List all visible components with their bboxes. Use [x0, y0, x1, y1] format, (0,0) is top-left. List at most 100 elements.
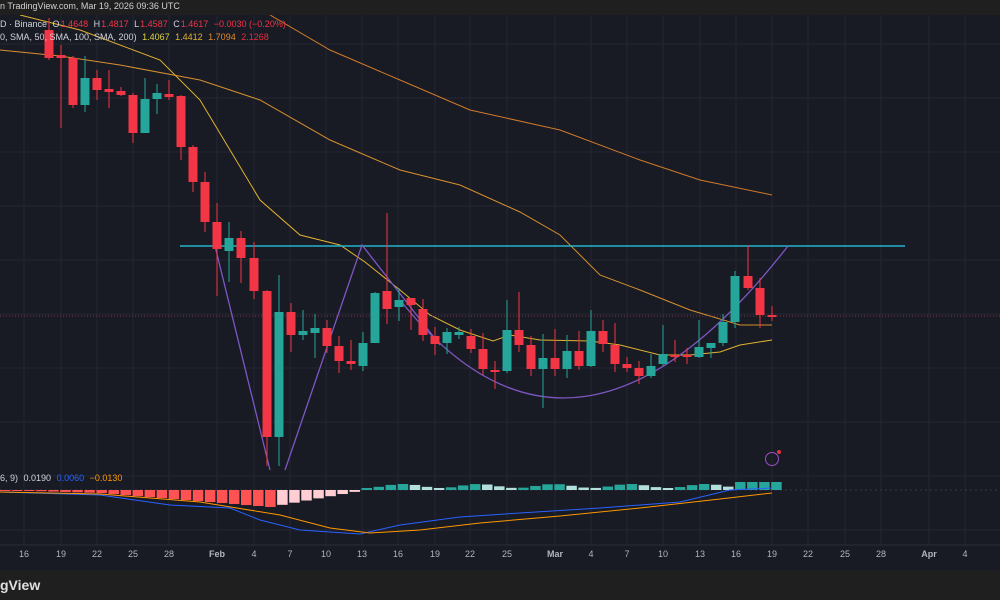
macd-histogram-bar — [518, 487, 529, 490]
macd-histogram-bar — [409, 484, 421, 490]
high-value: 1.4817 — [101, 19, 129, 29]
candle-body — [694, 347, 704, 357]
time-axis-label: 4 — [962, 549, 968, 559]
candle-body — [418, 309, 428, 335]
macd-histogram-bar — [337, 490, 348, 495]
macd-histogram-bar — [626, 484, 638, 490]
candle-body — [514, 330, 524, 345]
cup-curve — [399, 245, 789, 399]
macd-histogram-bar — [132, 490, 144, 497]
candle-body — [104, 89, 114, 92]
time-axis-label: 16 — [18, 549, 30, 559]
macd-histogram-bar — [0, 490, 11, 491]
macd-histogram-value: 0.0190 — [23, 473, 52, 483]
sma-value-1: 1.4067 — [142, 32, 170, 42]
time-axis-label: 22 — [91, 549, 103, 559]
macd-histogram-bar — [698, 484, 710, 490]
macd-histogram-bar — [457, 485, 469, 490]
time-axis-label: 4 — [588, 549, 594, 559]
macd-histogram-bar — [301, 490, 312, 501]
candle-body — [634, 368, 644, 376]
macd-histogram-bar — [48, 490, 59, 492]
time-axis-label: 13 — [356, 549, 368, 559]
macd-params: 6, 9) — [0, 473, 19, 483]
candle-body — [152, 93, 162, 99]
macd-line — [0, 487, 773, 535]
ohlc-legend: D · Binance O1.4648 H1.4817 L1.4587 C1.4… — [0, 19, 286, 29]
macd-histogram-bar — [96, 490, 107, 494]
time-axis-label: 25 — [839, 549, 851, 559]
candle-body — [249, 258, 259, 291]
macd-histogram-bar — [168, 490, 180, 500]
time-axis-label: 16 — [730, 549, 742, 559]
time-axis-label: 28 — [875, 549, 887, 559]
close-value: 1.4617 — [180, 19, 209, 29]
time-axis-label: Feb — [208, 549, 226, 559]
time-axis-label: 28 — [163, 549, 175, 559]
macd-histogram-bar — [578, 487, 589, 490]
candle-body — [310, 328, 320, 333]
macd-histogram-bar — [325, 490, 336, 497]
chart-area[interactable]: D · Binance O1.4648 H1.4817 L1.4587 C1.4… — [0, 15, 1000, 570]
macd-histogram-bar — [686, 485, 698, 490]
candle-body — [394, 300, 404, 307]
time-axis-label: 7 — [287, 549, 293, 559]
candle-body — [80, 78, 90, 105]
macd-histogram-bar — [24, 490, 35, 491]
candle-body — [538, 358, 548, 369]
time-axis-label: 16 — [392, 549, 404, 559]
signal-line — [0, 491, 773, 534]
candle-body — [682, 355, 692, 357]
candle-body — [454, 332, 464, 335]
alert-clock-icon[interactable] — [765, 450, 781, 466]
macd-histogram-bar — [277, 490, 288, 505]
macd-histogram-bar — [602, 486, 613, 490]
footer-bar — [0, 570, 1000, 600]
candle-body — [502, 330, 512, 371]
candle-body — [128, 95, 138, 133]
candle-body — [718, 322, 728, 343]
time-axis-label: 10 — [657, 549, 669, 559]
macd-histogram-bar — [192, 490, 204, 502]
price-chart[interactable] — [0, 15, 1000, 570]
sma-value-4: 2.1268 — [241, 32, 269, 42]
macd-histogram-bar — [723, 486, 734, 490]
candle-body — [658, 354, 668, 364]
macd-histogram-bar — [144, 490, 156, 498]
signal-line-value: −0.0130 — [89, 473, 123, 483]
time-axis-label: 22 — [464, 549, 476, 559]
macd-histogram-bar — [469, 484, 481, 490]
candle-body — [176, 96, 186, 147]
sma-100-line — [0, 49, 772, 326]
macd-histogram-bar — [614, 484, 626, 490]
macd-histogram-bar — [361, 487, 372, 490]
candle-body — [622, 364, 632, 368]
macd-histogram-bar — [494, 486, 505, 490]
macd-histogram-bar — [241, 490, 252, 506]
candle-body — [646, 366, 656, 376]
macd-histogram-bar — [433, 487, 445, 490]
macd-histogram-bar — [542, 484, 553, 490]
candle-body — [478, 349, 488, 369]
macd-histogram-bar — [60, 490, 71, 492]
candle-body — [262, 291, 272, 437]
candle-body — [370, 293, 380, 343]
candle-body — [574, 351, 584, 366]
candle-body — [212, 222, 222, 249]
time-axis-label: 7 — [624, 549, 630, 559]
macd-histogram-bar — [445, 487, 457, 490]
time-axis-label: 4 — [251, 549, 257, 559]
time-axis-label: 19 — [55, 549, 67, 559]
macd-line-value: 0.0060 — [56, 473, 85, 483]
macd-histogram-bar — [650, 487, 662, 490]
candle-body — [430, 336, 440, 344]
candle-body — [286, 312, 296, 335]
macd-histogram-bar — [482, 484, 493, 490]
macd-histogram-bar — [228, 490, 240, 505]
candle-body — [670, 355, 680, 357]
macd-histogram-bar — [735, 482, 746, 490]
macd-histogram-bar — [506, 487, 517, 490]
macd-histogram-bar — [72, 490, 83, 493]
candle-body — [466, 336, 476, 349]
macd-histogram-bar — [180, 490, 192, 501]
